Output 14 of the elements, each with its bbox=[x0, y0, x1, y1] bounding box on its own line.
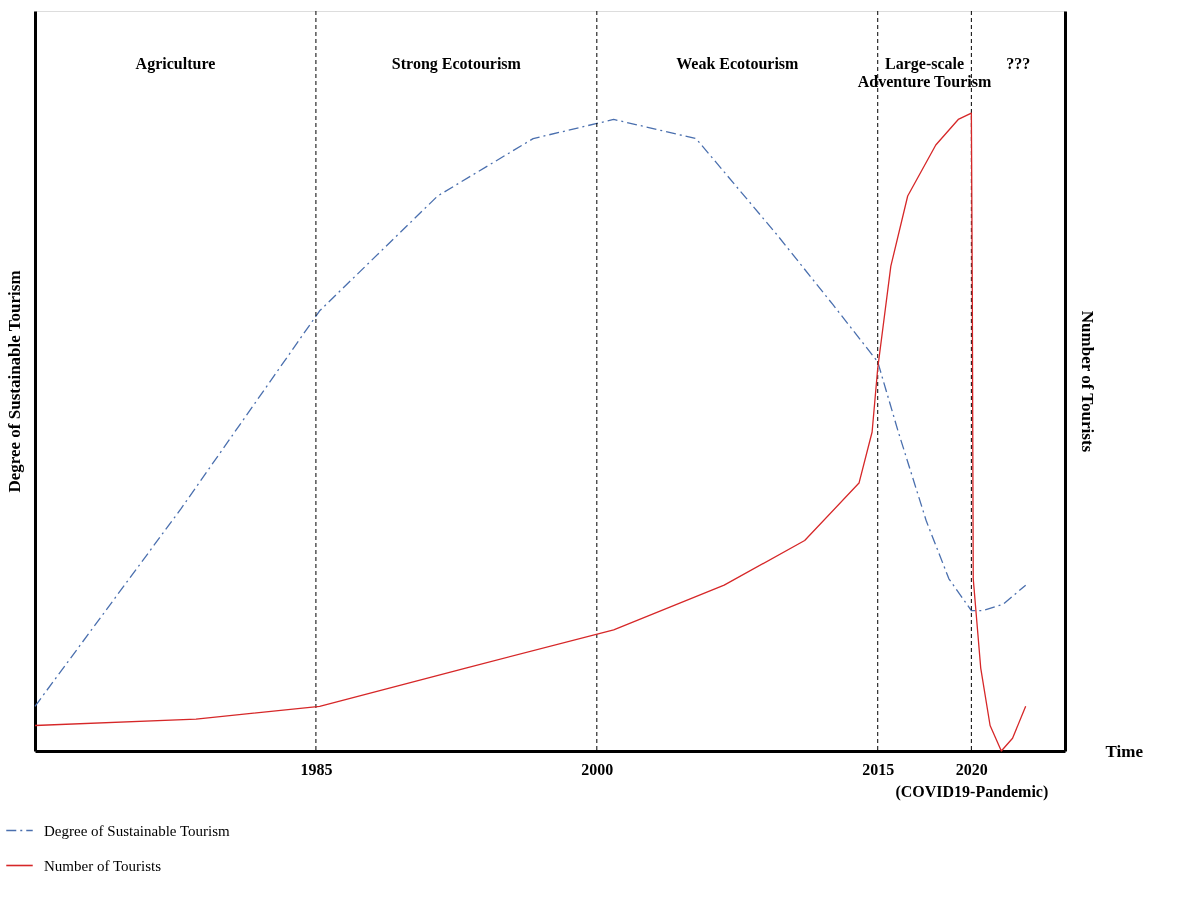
y2-axis-title: Number of Tourists bbox=[1077, 310, 1097, 453]
y-axis-title: Degree of Sustainable Tourism bbox=[4, 270, 24, 493]
x-tick-label: 2020 (COVID19-Pandemic) bbox=[895, 760, 1049, 801]
x-axis-title: Time bbox=[1105, 741, 1144, 761]
x-tick-label: 2015 bbox=[862, 760, 895, 778]
x-tick-label: 1985 bbox=[300, 760, 333, 778]
text: Large-scale Adventure Tourism bbox=[857, 55, 992, 90]
legend-label: Degree of Sustainable Tourism bbox=[44, 822, 231, 839]
x-tick-label: 2000 bbox=[581, 760, 614, 778]
text: Strong Ecotourism bbox=[391, 55, 522, 73]
text: Weak Ecotourism bbox=[676, 55, 800, 72]
legend-label: Number of Tourists bbox=[44, 857, 162, 874]
text: Agriculture bbox=[135, 55, 216, 73]
text: ??? bbox=[1006, 55, 1031, 72]
